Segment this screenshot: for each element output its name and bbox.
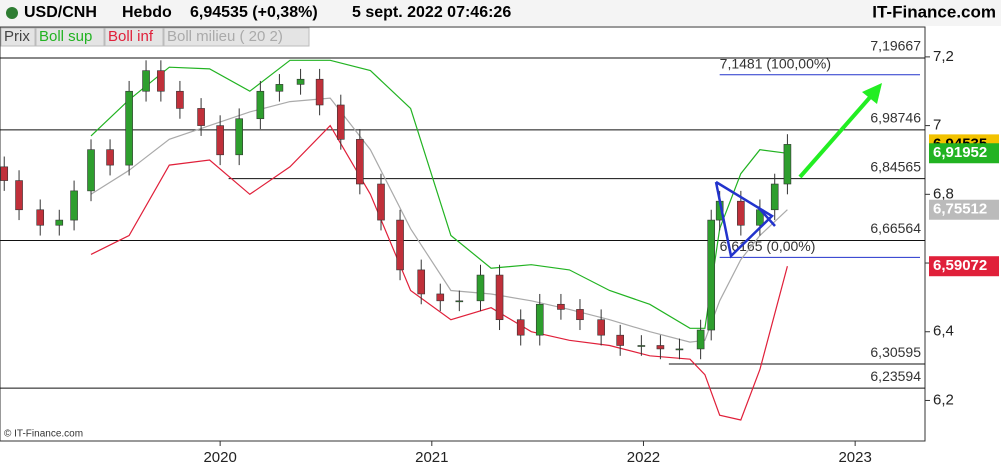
- legend-entry: Boll sup: [39, 28, 92, 45]
- legend-box: [104, 27, 164, 47]
- triangle: [714, 180, 775, 259]
- y-tick-label: 6,8: [933, 185, 954, 202]
- candle-body: [87, 149, 95, 192]
- legend: Prix Boll sup Boll inf Boll milieu ( 20 …: [0, 27, 310, 47]
- candle-body: [516, 319, 525, 336]
- y-tick-label: 6,4: [933, 323, 954, 340]
- x-tick-label: 2022: [627, 449, 660, 466]
- symbol: USD/CNH: [24, 4, 97, 21]
- last-value-box: [929, 256, 999, 277]
- level-label: 7,19667: [870, 38, 921, 54]
- legend-entry: Boll inf: [108, 28, 154, 45]
- level-label: 6,30595: [870, 344, 921, 360]
- candle-body: [296, 78, 305, 85]
- candle-body: [15, 180, 23, 211]
- candle-body: [675, 348, 684, 351]
- legend-entry: Boll milieu ( 20 2): [167, 28, 283, 45]
- candle-body: [106, 149, 114, 166]
- x-tick-label: 2020: [203, 449, 236, 466]
- candle-body: [216, 125, 224, 156]
- candle-body: [396, 219, 404, 271]
- level-label: 6,66564: [870, 220, 921, 236]
- candle-body: [55, 219, 64, 226]
- candle-body: [235, 118, 243, 156]
- symbol-icon: [6, 7, 18, 19]
- period: Hebdo: [122, 4, 172, 21]
- legend-box: [0, 27, 36, 47]
- candle-body: [597, 319, 605, 336]
- candle-body: [696, 329, 705, 350]
- candle-body: [0, 166, 9, 181]
- trend-arrow-head: [862, 83, 882, 104]
- candle-body: [436, 293, 445, 302]
- header-bar: [0, 0, 1001, 26]
- y-tick-label: 7: [933, 117, 941, 134]
- last-value-label: 6,91952: [933, 144, 987, 161]
- last-value-label: 6,59072: [933, 257, 987, 274]
- quote: 6,94535 (+0,38%): [190, 4, 318, 21]
- band-line: [90, 124, 788, 421]
- candle-body: [157, 70, 165, 92]
- candle-body: [142, 70, 150, 92]
- candle-body: [656, 345, 665, 350]
- candle-body: [315, 78, 324, 106]
- level-label: 6,84565: [870, 158, 921, 174]
- candle-body: [535, 303, 544, 336]
- y-tick-label: 7,2: [933, 48, 954, 65]
- y-tick-label: 6,2: [933, 391, 954, 408]
- annotations: [714, 83, 882, 259]
- candle-body: [783, 144, 792, 185]
- candle-body: [616, 334, 624, 346]
- candle-body: [125, 90, 133, 166]
- candle-body: [275, 84, 284, 92]
- candle-body: [176, 90, 184, 109]
- candle-body: [707, 219, 716, 331]
- candle-body: [377, 183, 385, 221]
- candle-body: [557, 303, 565, 310]
- x-tick-label: 2021: [415, 449, 448, 466]
- candle-body: [417, 269, 426, 295]
- fibonacci-label: 7,1481 (100,00%): [720, 55, 831, 71]
- last-value-label: 6,75512: [933, 201, 987, 218]
- candle-body: [197, 108, 205, 126]
- candle-body: [356, 139, 364, 185]
- last-value-box: [929, 199, 999, 220]
- source: IT-Finance.com: [872, 2, 996, 21]
- candle-body: [476, 274, 485, 302]
- candle-body: [576, 309, 584, 321]
- date: 5 sept. 2022 07:46:26: [352, 4, 511, 21]
- candle-body: [256, 90, 265, 120]
- candle-body: [770, 183, 779, 211]
- legend-price: Prix: [4, 28, 30, 45]
- candle-body: [336, 104, 345, 140]
- trend-arrow: [798, 93, 874, 179]
- last-value-box: [929, 143, 999, 164]
- legend-box: [35, 27, 105, 47]
- candle-body: [637, 345, 646, 347]
- x-tick-label: 2023: [838, 449, 871, 466]
- candle-body: [737, 200, 745, 226]
- level-label: 6,98746: [870, 110, 921, 126]
- legend-box: [163, 27, 310, 47]
- copyright: © IT-Finance.com: [4, 429, 83, 440]
- candle-body: [36, 209, 45, 226]
- candle-body: [70, 190, 78, 221]
- level-label: 6,23594: [870, 368, 921, 384]
- candle-body: [495, 274, 504, 321]
- triangle-cross: [757, 206, 776, 227]
- candle-body: [455, 300, 464, 303]
